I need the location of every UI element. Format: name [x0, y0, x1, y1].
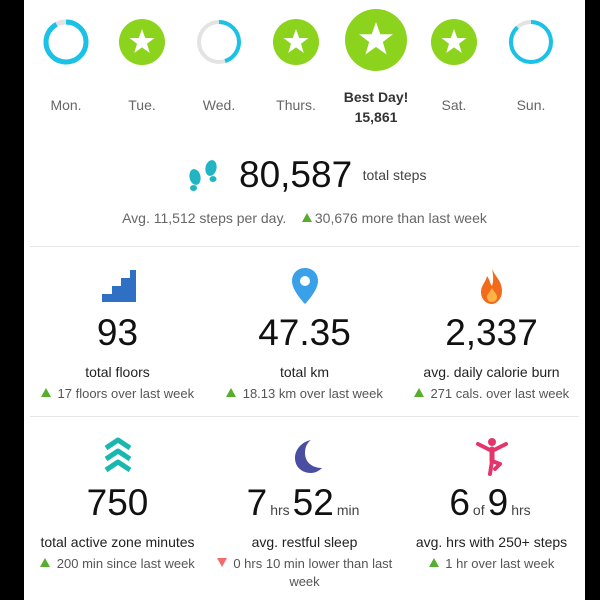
progress-ring-icon	[43, 19, 89, 65]
trend-up-icon	[226, 388, 237, 397]
active-zone-stat[interactable]: 750 total active zone minutes 200 min si…	[24, 436, 211, 596]
progress-ring-icon	[197, 20, 241, 64]
day-thursday[interactable]: Thurs.	[256, 0, 336, 130]
day-sunday[interactable]: Sun.	[491, 0, 571, 130]
calories-label: avg. daily calorie burn	[423, 364, 560, 380]
star-badge-icon	[273, 19, 319, 65]
avg-steps-text: Avg. 11,512 steps per day.	[122, 210, 287, 226]
sleep-label: avg. restful sleep	[251, 534, 358, 550]
calories-delta: 271 cals. over last week	[398, 385, 585, 403]
day-label: Thurs.	[276, 97, 316, 113]
steps-sub-row: Avg. 11,512 steps per day. 30,676 more t…	[24, 210, 585, 226]
hourly-of: of	[472, 502, 485, 518]
day-tuesday[interactable]: Tue.	[102, 0, 182, 130]
star-badge-icon	[431, 19, 477, 65]
dancer-icon	[475, 438, 508, 476]
active-zone-label: total active zone minutes	[40, 534, 195, 550]
best-day-star-badge-icon	[345, 9, 407, 71]
calories-delta-text: 271 cals. over last week	[430, 386, 570, 401]
active-zone-value: 750	[86, 482, 149, 523]
distance-stat[interactable]: 47.35 total km 18.13 km over last week	[211, 266, 398, 416]
week-goal-row: Mon. Tue. Wed. Thurs.	[24, 0, 585, 130]
calories-value: 2,337	[445, 312, 538, 353]
sleep-minutes: 52	[292, 482, 334, 523]
sleep-hours: 7	[246, 482, 268, 523]
steps-delta-text: 30,676 more than last week	[314, 210, 487, 226]
distance-delta: 18.13 km over last week	[211, 385, 398, 403]
day-label: Tue.	[128, 97, 156, 113]
hourly-activity-value: 6 of9 hrs	[398, 482, 585, 524]
day-monday[interactable]: Mon.	[26, 0, 106, 130]
steps-summary: 80,587 total steps Avg. 11,512 steps per…	[24, 150, 585, 240]
sleep-delta-text: 0 hrs 10 min lower than last week	[233, 556, 393, 589]
hourly-activity-delta: 1 hr over last week	[398, 555, 585, 573]
floors-stat[interactable]: 93 total floors 17 floors over last week	[24, 266, 211, 416]
trend-up-icon	[428, 558, 439, 567]
distance-value: 47.35	[258, 312, 351, 353]
floors-value: 93	[96, 312, 139, 353]
star-badge-icon	[119, 19, 165, 65]
active-zone-delta: 200 min since last week	[24, 555, 211, 573]
sleep-delta: 0 hrs 10 min lower than last week	[211, 555, 398, 591]
calories-stat[interactable]: 2,337 avg. daily calorie burn 271 cals. …	[398, 266, 585, 416]
flame-icon	[480, 268, 502, 304]
distance-label: total km	[279, 364, 329, 380]
day-wednesday[interactable]: Wed.	[179, 0, 259, 130]
hourly-activity-stat[interactable]: 6 of9 hrs avg. hrs with 250+ steps 1 hr ov…	[398, 436, 585, 596]
steps-total-row: 80,587 total steps	[24, 154, 585, 196]
chevrons-up-icon	[104, 437, 131, 473]
hourly-total-unit: hrs	[511, 502, 531, 518]
section-divider	[30, 246, 579, 247]
day-label: Mon.	[50, 97, 82, 113]
hourly-total: 9	[487, 482, 509, 523]
trend-up-icon	[301, 213, 312, 222]
progress-ring-icon	[509, 20, 553, 64]
sleep-minutes-unit: min	[336, 502, 360, 518]
sleep-hours-unit: hrs	[270, 502, 290, 518]
best-day-label: Best Day! 15,861	[336, 87, 416, 127]
floors-delta-text: 17 floors over last week	[57, 386, 195, 401]
moon-icon	[294, 440, 322, 473]
trend-up-icon	[40, 388, 51, 397]
weekly-summary-card: Mon. Tue. Wed. Thurs.	[24, 0, 585, 600]
section-divider	[30, 416, 579, 417]
day-label: Sun.	[516, 97, 546, 113]
floors-label: total floors	[85, 364, 150, 380]
day-saturday[interactable]: Sat.	[414, 0, 494, 130]
trend-up-icon	[40, 558, 51, 567]
footsteps-icon	[188, 160, 217, 191]
sleep-value: 7 hrs52 min	[211, 482, 398, 524]
stairs-icon	[101, 270, 136, 302]
trend-up-icon	[413, 388, 424, 397]
hourly-count: 6	[449, 482, 470, 523]
trend-down-icon	[216, 558, 227, 567]
total-steps-value: 80,587	[239, 154, 353, 195]
sleep-stat[interactable]: 7 hrs52 min avg. restful sleep 0 hrs 10 mi…	[211, 436, 398, 596]
day-label: Wed.	[202, 97, 236, 113]
distance-delta-text: 18.13 km over last week	[242, 386, 383, 401]
floors-delta: 17 floors over last week	[24, 385, 211, 403]
day-label: Sat.	[441, 97, 467, 113]
hourly-activity-delta-text: 1 hr over last week	[445, 556, 555, 571]
active-zone-delta-text: 200 min since last week	[56, 556, 195, 571]
best-day-steps: 15,861	[354, 109, 398, 125]
total-steps-unit: total steps	[362, 167, 427, 183]
day-best-day[interactable]: Best Day! 15,861	[336, 0, 416, 130]
location-pin-icon	[291, 268, 318, 304]
hourly-activity-label: avg. hrs with 250+ steps	[415, 534, 568, 550]
best-day-title: Best Day!	[343, 89, 409, 105]
